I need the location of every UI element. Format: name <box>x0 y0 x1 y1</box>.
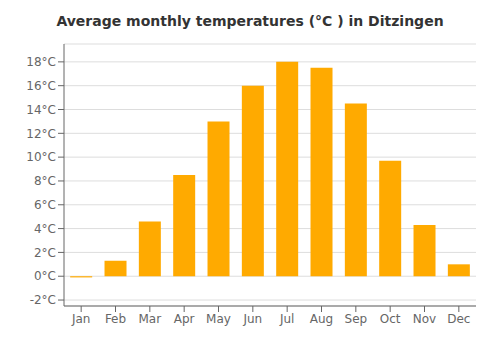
svg-text:4°C: 4°C <box>34 222 56 236</box>
svg-text:2°C: 2°C <box>34 246 56 260</box>
svg-text:10°C: 10°C <box>26 150 56 164</box>
svg-text:6°C: 6°C <box>34 198 56 212</box>
svg-text:Nov: Nov <box>413 312 436 326</box>
svg-text:-2°C: -2°C <box>30 293 56 307</box>
svg-text:Sep: Sep <box>345 312 368 326</box>
svg-text:12°C: 12°C <box>26 127 56 141</box>
svg-text:0°C: 0°C <box>34 269 56 283</box>
svg-text:Feb: Feb <box>105 312 126 326</box>
svg-text:Aug: Aug <box>310 312 333 326</box>
svg-text:Jun: Jun <box>242 312 262 326</box>
svg-text:Apr: Apr <box>174 312 195 326</box>
html-text:Average monthly temperatures (: Average monthly temperatures (°C ) in Di… <box>56 13 444 29</box>
svg-text:18°C: 18°C <box>26 55 56 69</box>
svg-text:Oct: Oct <box>380 312 401 326</box>
svg-text:Mar: Mar <box>139 312 162 326</box>
svg-text:14°C: 14°C <box>26 103 56 117</box>
svg-text:May: May <box>206 312 231 326</box>
svg-text:16°C: 16°C <box>26 79 56 93</box>
svg-text:Dec: Dec <box>447 312 470 326</box>
svg-text:8°C: 8°C <box>34 174 56 188</box>
svg-text:Jan: Jan <box>71 312 91 326</box>
svg-text:Jul: Jul <box>279 312 294 326</box>
